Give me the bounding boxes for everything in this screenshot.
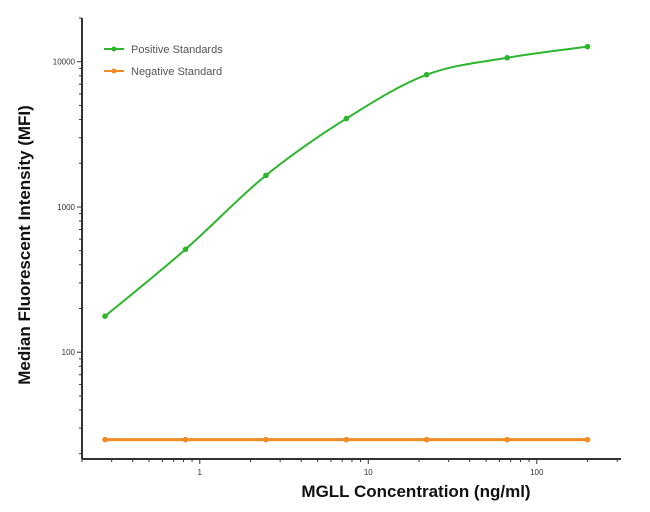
x-tick-label: 100 — [530, 468, 544, 477]
x-tick-label: 1 — [198, 468, 203, 477]
data-point-positive — [584, 43, 591, 50]
x-axis-title: MGLL Concentration (ng/ml) — [301, 482, 530, 501]
series-line-positive — [104, 45, 588, 317]
legend: Positive Standards Negative Standard — [104, 44, 223, 78]
data-point-negative — [102, 436, 108, 443]
data-point-negative — [343, 436, 350, 443]
data-point-negative — [584, 436, 591, 443]
data-point-negative — [263, 436, 269, 443]
data-point-positive — [102, 313, 108, 319]
data-point-positive — [504, 54, 510, 61]
y-tick-label: 10000 — [53, 58, 76, 67]
data-point-positive — [263, 172, 269, 179]
legend-marker-negative — [111, 68, 117, 74]
legend-label-positive: Positive Standards — [131, 44, 223, 56]
legend-marker-positive — [111, 46, 117, 52]
data-point-positive — [182, 246, 189, 253]
data-point-negative — [423, 436, 430, 443]
data-point-positive — [423, 71, 430, 78]
data-point-positive — [343, 115, 350, 122]
axes: 1 10 100 100 1000 10000 — [53, 17, 621, 477]
y-axis-title: Median Fluorescent Intensity (MFI) — [15, 105, 34, 385]
legend-label-negative: Negative Standard — [131, 66, 222, 78]
x-tick-label: 10 — [364, 468, 373, 477]
y-tick-label: 1000 — [57, 203, 75, 212]
y-tick-label: 100 — [62, 348, 76, 357]
data-point-negative — [182, 436, 189, 443]
data-point-negative — [504, 436, 510, 443]
series-layer — [102, 43, 591, 443]
